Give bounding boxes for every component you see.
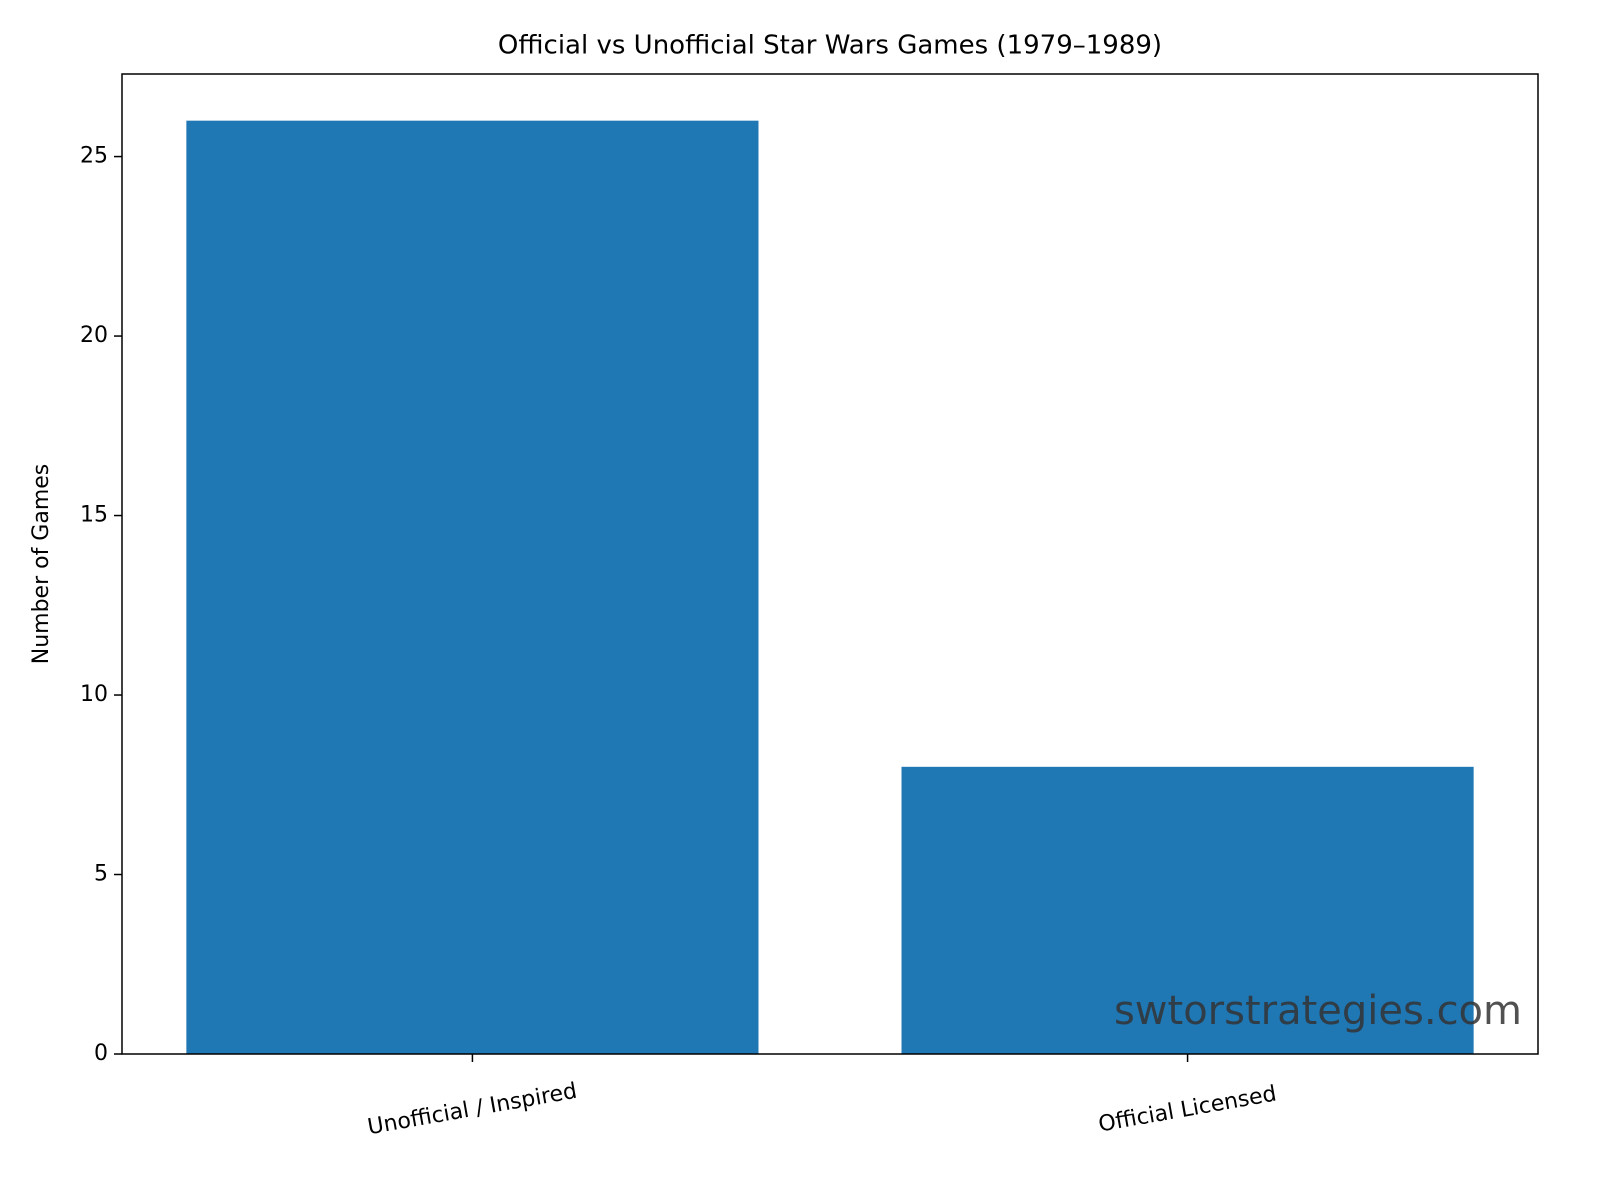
y-tick-label: 15: [80, 503, 108, 528]
watermark: swtorstrategies.com: [1114, 988, 1522, 1034]
y-axis-label: Number of Games: [29, 464, 54, 665]
y-tick-label: 0: [94, 1041, 108, 1066]
y-tick-label: 25: [80, 144, 108, 169]
y-tick-label: 5: [94, 862, 108, 887]
y-tick-label: 10: [80, 682, 108, 707]
y-tick-label: 20: [80, 323, 108, 348]
chart-title: Official vs Unofficial Star Wars Games (…: [498, 31, 1162, 61]
plot-frame: [121, 73, 1539, 1055]
bar: [186, 120, 759, 1054]
bar: [901, 766, 1474, 1054]
